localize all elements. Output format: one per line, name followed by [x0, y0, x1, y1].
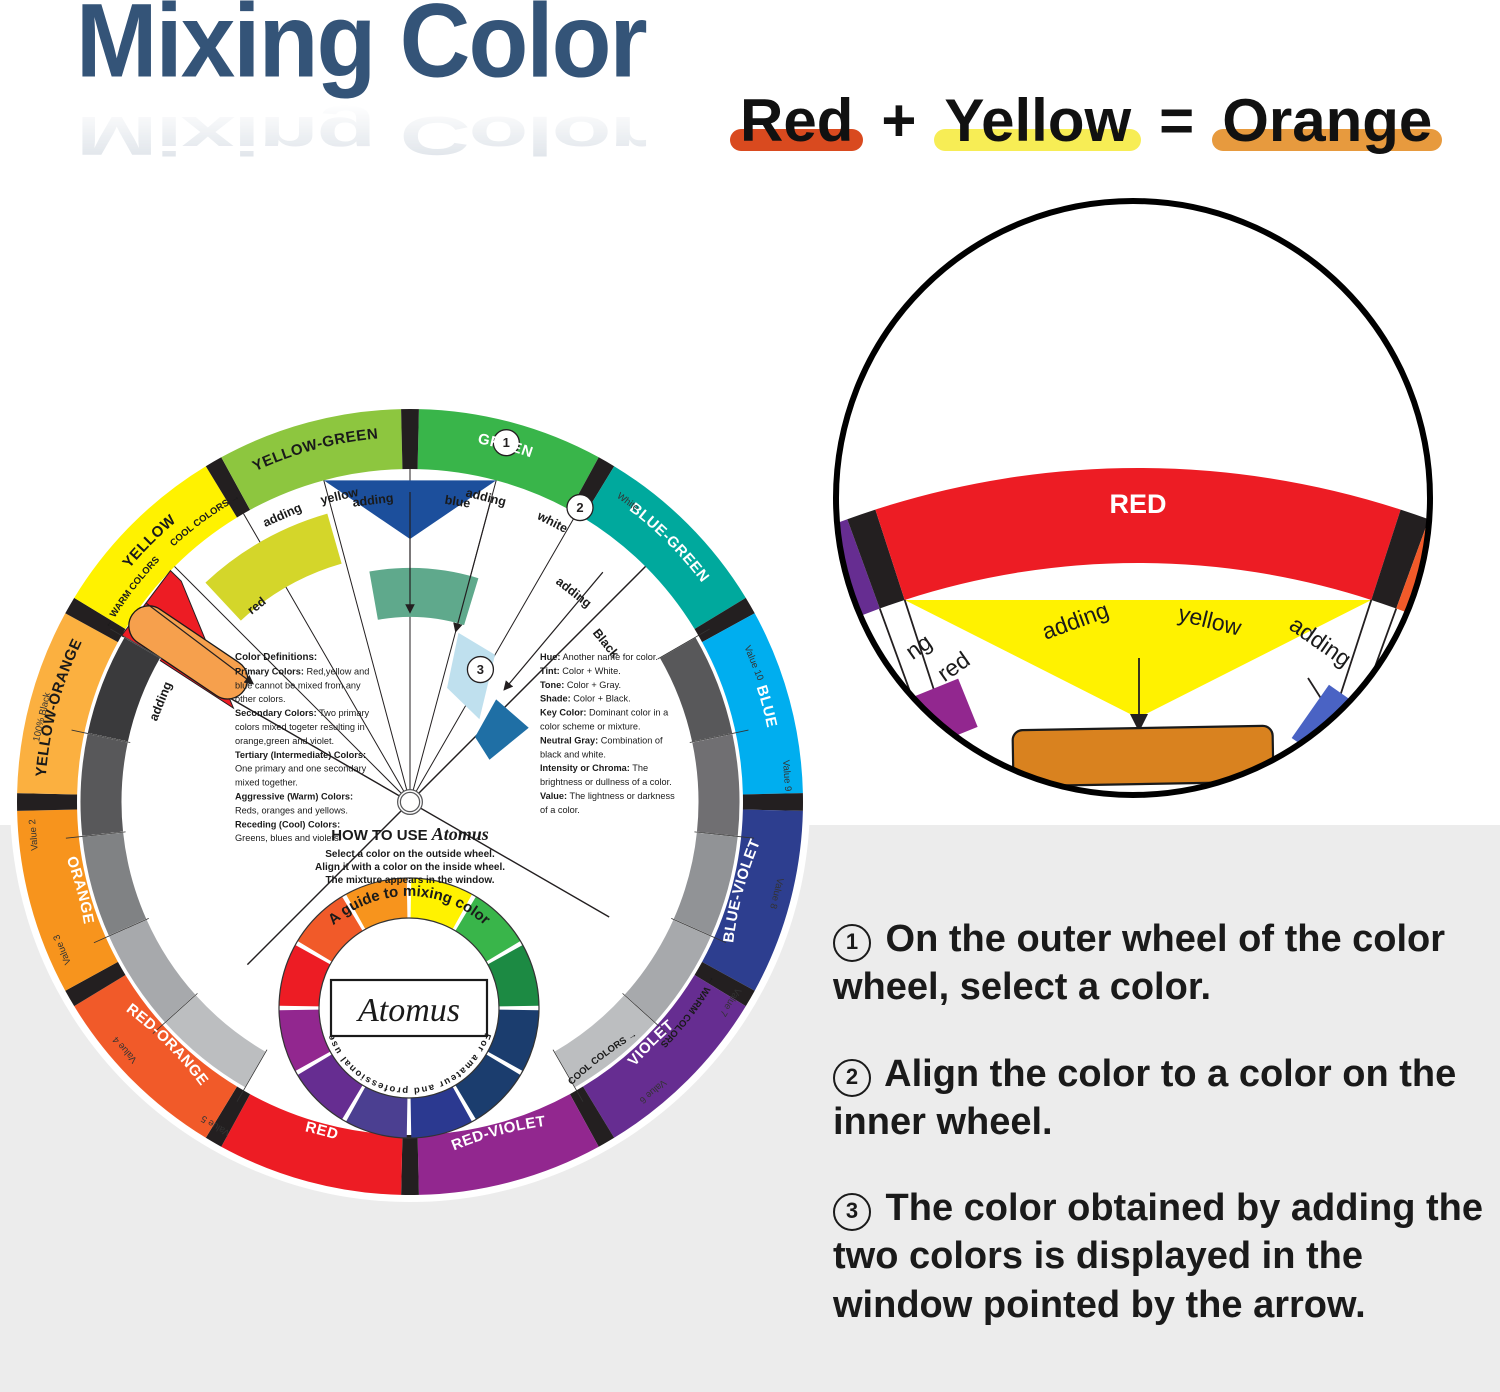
svg-text:Tone: Color + Gray.: Tone: Color + Gray. — [540, 680, 621, 690]
svg-text:Select a color on the outside: Select a color on the outside wheel. — [325, 849, 495, 860]
svg-text:Tint: Color + White.: Tint: Color + White. — [540, 666, 621, 676]
svg-text:other colors.: other colors. — [235, 694, 286, 704]
svg-text:Align it with a color on the i: Align it with a color on the inside whee… — [315, 862, 505, 873]
svg-text:black and white.: black and white. — [540, 749, 606, 759]
svg-text:Greens, blues and violets.: Greens, blues and violets. — [235, 833, 341, 843]
svg-text:Shade: Color + Black.: Shade: Color + Black. — [540, 694, 631, 704]
svg-text:HOW TO USE Atomus: HOW TO USE Atomus — [331, 824, 489, 844]
svg-text:color scheme or mixture.: color scheme or mixture. — [540, 722, 641, 732]
svg-text:orange,green and violet.: orange,green and violet. — [235, 736, 334, 746]
svg-text:mixed together.: mixed together. — [235, 778, 298, 788]
svg-text:Key Color: Dominant color in a: Key Color: Dominant color in a — [540, 708, 669, 718]
svg-text:One primary and one secondary: One primary and one secondary — [235, 764, 367, 774]
svg-text:Reds, oranges and yellows.: Reds, oranges and yellows. — [235, 805, 348, 815]
svg-text:colors mixed togeter resulting: colors mixed togeter resulting in — [235, 722, 365, 732]
svg-text:RED: RED — [1109, 489, 1166, 519]
svg-text:Value 9: Value 9 — [780, 760, 793, 792]
svg-text:3: 3 — [477, 662, 484, 677]
svg-text:2: 2 — [576, 500, 583, 515]
svg-text:Color Definitions:: Color Definitions: — [235, 652, 317, 663]
svg-text:Atomus: Atomus — [356, 992, 460, 1029]
svg-text:Neutral Gray: Combination of: Neutral Gray: Combination of — [540, 735, 663, 745]
svg-text:Value: The lightness or darkne: Value: The lightness or darkness — [540, 791, 675, 801]
svg-text:Primary Colors: Red,yellow and: Primary Colors: Red,yellow and — [235, 666, 369, 676]
svg-text:brightness or dullness of a co: brightness or dullness of a color. — [540, 777, 672, 787]
svg-text:Aggressive (Warm) Colors:: Aggressive (Warm) Colors: — [235, 792, 353, 802]
svg-text:Hue: Another name for color.: Hue: Another name for color. — [540, 652, 658, 662]
svg-text:Tertiary (Intermediate) Colors: Tertiary (Intermediate) Colors: — [235, 750, 366, 760]
svg-text:Receding (Cool) Colors:: Receding (Cool) Colors: — [235, 819, 340, 829]
svg-text:Intensity or Chroma: The: Intensity or Chroma: The — [540, 763, 648, 773]
svg-text:blue cannot be mixed from any: blue cannot be mixed from any — [235, 680, 361, 690]
svg-text:1: 1 — [503, 435, 510, 450]
svg-text:Secondary Colors: Two primary: Secondary Colors: Two primary — [235, 708, 370, 718]
svg-text:of a color.: of a color. — [540, 805, 580, 815]
